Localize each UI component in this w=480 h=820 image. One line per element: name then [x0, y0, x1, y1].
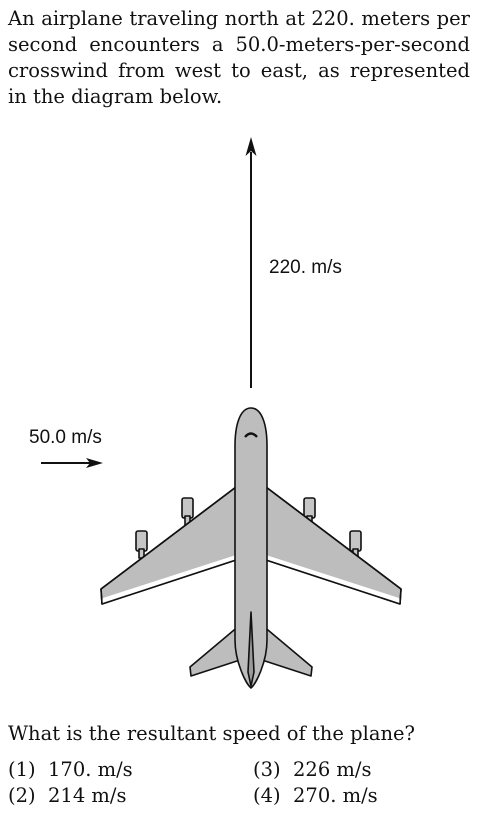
engine-pods	[135, 497, 362, 559]
left-wing	[100, 486, 237, 605]
question-text: An airplane traveling north at 220. mete…	[8, 7, 470, 108]
answer-choice-4[interactable]: (4) 270. m/s	[253, 784, 378, 808]
crosswind-label: 50.0 m/s	[29, 427, 102, 448]
choice-text: 270. m/s	[293, 784, 378, 807]
right-wing	[265, 486, 402, 605]
choice-number: (3)	[253, 758, 281, 781]
answer-choice-3[interactable]: (3) 226 m/s	[253, 758, 372, 782]
cockpit-window	[244, 432, 258, 438]
answer-choice-2[interactable]: (2) 214 m/s	[8, 784, 127, 808]
tail-fin	[247, 611, 255, 687]
right-stabilizer	[261, 624, 313, 677]
choice-text: 226 m/s	[293, 758, 372, 781]
choice-text: 170. m/s	[48, 758, 133, 781]
answer-choice-1[interactable]: (1) 170. m/s	[8, 758, 133, 782]
north-velocity-label: 220. m/s	[269, 257, 342, 278]
airplane-illustration	[100, 407, 402, 689]
choice-number: (4)	[253, 784, 281, 807]
question-prompt: What is the resultant speed of the plane…	[8, 722, 415, 745]
left-stabilizer	[189, 624, 241, 677]
north-velocity-arrow	[245, 137, 257, 388]
fuselage	[234, 407, 268, 689]
vector-diagram: 220. m/s 50.0 m/s	[29, 137, 402, 689]
choice-text: 214 m/s	[48, 784, 127, 807]
choice-number: (2)	[8, 784, 36, 807]
crosswind-arrow	[41, 458, 103, 468]
choice-number: (1)	[8, 758, 36, 781]
